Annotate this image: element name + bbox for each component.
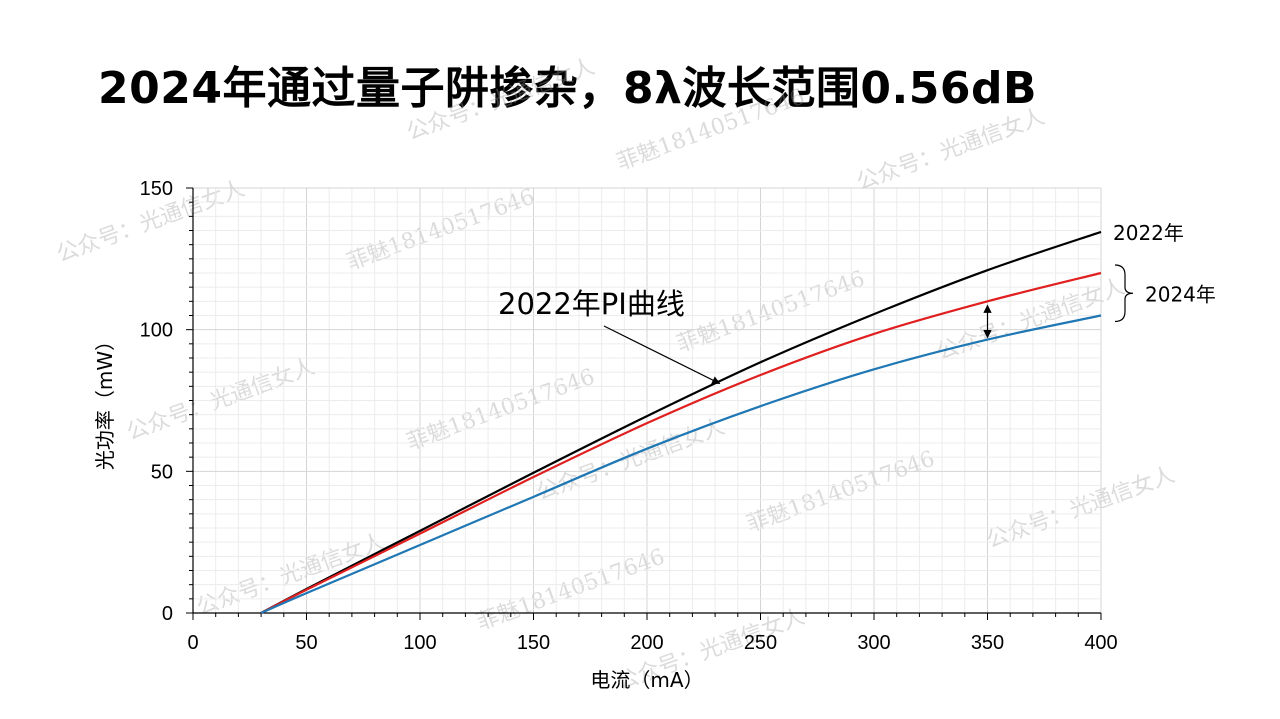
watermark-text: 公众号：光通信女人 bbox=[984, 462, 1179, 553]
label-2022: 2022年 bbox=[1113, 221, 1184, 245]
series-lines bbox=[260, 230, 1102, 615]
x-tick-label: 150 bbox=[517, 632, 550, 654]
y-tick-label: 50 bbox=[151, 461, 173, 483]
x-tick-label: 0 bbox=[187, 632, 198, 654]
tick-labels: 0 50 100 150 200 250 300 350 400 0 50 100 150 电流（mA） 光… bbox=[93, 178, 1118, 692]
watermark-text: 公众号：光通信女人 bbox=[404, 54, 599, 145]
x-tick-label: 350 bbox=[971, 632, 1004, 654]
pi-curve-pointer bbox=[603, 325, 721, 385]
x-tick-label: 100 bbox=[403, 632, 436, 654]
x-tick-label: 50 bbox=[295, 632, 317, 654]
series-2024-red-line bbox=[260, 271, 1102, 614]
x-tick-label: 300 bbox=[857, 632, 890, 654]
watermark-text: 菲魅18140517646 bbox=[474, 544, 669, 635]
x-tick-label: 200 bbox=[630, 632, 663, 654]
gridlines bbox=[192, 187, 1102, 614]
x-tick-label: 250 bbox=[744, 632, 777, 654]
pi-curve-label: 2022年PI曲线 bbox=[498, 287, 685, 321]
bracket-2024 bbox=[1114, 264, 1134, 323]
watermark-text: 菲魅18140517646 bbox=[404, 364, 599, 455]
y-tick-label: 150 bbox=[140, 178, 173, 200]
watermark-layer: 公众号：光通信女人公众号：光通信女人公众号：光通信女人公众号：光通信女人公众号：… bbox=[54, 54, 1179, 695]
series-2022-line bbox=[260, 230, 1102, 614]
slide-title: 2024年通过量子阱掺杂，8λ波长范围0.56dB bbox=[98, 63, 1038, 114]
y-tick-label: 100 bbox=[140, 320, 173, 342]
x-tick-label: 400 bbox=[1084, 632, 1117, 654]
label-2024: 2024年 bbox=[1145, 282, 1216, 306]
annotations: 2022年 2024年 2022年PI曲线 bbox=[498, 221, 1216, 385]
y-axis-title: 光功率（mW） bbox=[93, 331, 117, 470]
series-2024-blue-line bbox=[260, 314, 1102, 615]
watermark-text: 公众号：光通信女人 bbox=[854, 104, 1049, 195]
watermark-text: 公众号：光通信女人 bbox=[934, 274, 1129, 365]
y-tick-label: 0 bbox=[162, 603, 173, 625]
x-axis-title: 电流（mA） bbox=[590, 668, 703, 692]
watermark-text: 菲魅18140517646 bbox=[744, 446, 939, 537]
watermark-text: 公众号：光通信女人 bbox=[194, 529, 389, 620]
axes bbox=[186, 187, 1102, 620]
watermark-text: 菲魅18140517646 bbox=[614, 84, 809, 175]
